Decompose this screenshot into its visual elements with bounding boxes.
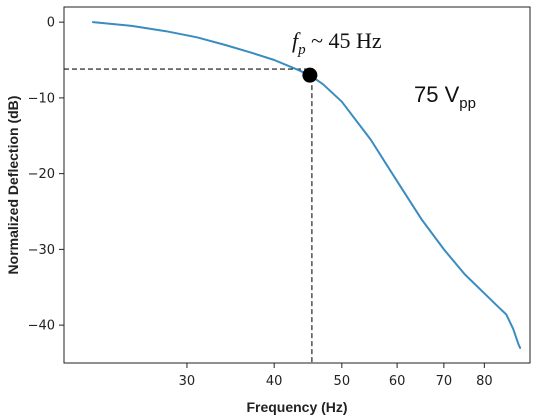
y-tick-label: −30 — [28, 243, 55, 258]
y-axis-label: Normalized Deflection (dB) — [5, 96, 21, 275]
y-tick-label: 0 — [47, 16, 55, 31]
x-axis-ticks: 30 40 50 60 70 80 — [179, 363, 493, 389]
x-tick-label: 50 — [334, 374, 351, 389]
x-tick-label: 80 — [476, 374, 493, 389]
corner-frequency-annotation: fp ~ 45 Hz — [292, 28, 382, 58]
series-layer — [91, 21, 522, 349]
corner-frequency-subscript: p — [297, 42, 306, 58]
x-axis-label: Frequency (Hz) — [246, 399, 347, 415]
corner-frequency-marker — [302, 67, 318, 83]
x-tick-label: 60 — [389, 374, 406, 389]
x-tick-label: 70 — [436, 374, 453, 389]
x-tick-label: 40 — [266, 374, 283, 389]
voltage-subscript: pp — [459, 95, 476, 112]
plot-area — [63, 6, 531, 364]
y-axis-ticks: 0 −10 −20 −30 −40 — [28, 16, 64, 334]
voltage-value: 75 V — [414, 82, 460, 107]
x-tick-label: 30 — [179, 374, 196, 389]
voltage-annotation: 75 Vpp — [414, 82, 476, 112]
corner-frequency-text: ~ 45 Hz — [306, 28, 382, 53]
series-line-0 — [91, 21, 522, 349]
marker-layer — [302, 67, 318, 83]
y-tick-label: −40 — [28, 319, 55, 334]
y-tick-label: −10 — [28, 91, 55, 106]
plot-frame — [63, 6, 531, 364]
y-tick-label: −20 — [28, 167, 55, 182]
corner-frequency-symbol: f — [292, 28, 301, 53]
reference-lines — [64, 68, 313, 363]
